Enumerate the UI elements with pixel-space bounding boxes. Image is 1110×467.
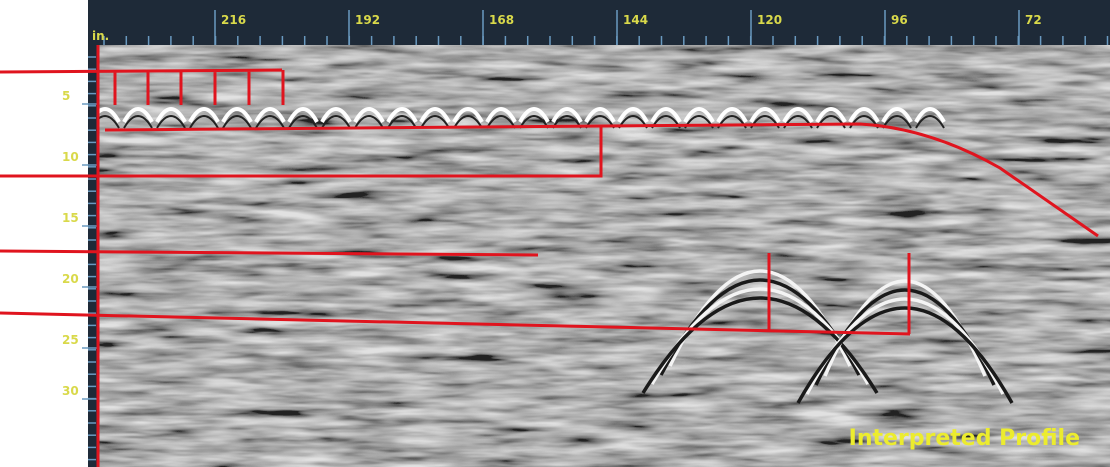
top-tick-label: 192 <box>355 13 380 27</box>
top-tick-label: 96 <box>891 13 908 27</box>
top-tick-label: 216 <box>221 13 246 27</box>
left-tick-label: 25 <box>62 333 79 347</box>
unit-label: in. <box>92 29 109 43</box>
top-tick-label: 120 <box>757 13 782 27</box>
left-tick-label: 20 <box>62 272 79 286</box>
top-tick-label: 168 <box>489 13 514 27</box>
top-tick-label: 144 <box>623 13 648 27</box>
left-tick-label: 5 <box>62 89 70 103</box>
left-tick-label: 30 <box>62 384 79 398</box>
left-tick-label: 10 <box>62 150 79 164</box>
top-tick-label: 72 <box>1025 13 1042 27</box>
left-tick-label: 15 <box>62 211 79 225</box>
radargram: in. Interpreted Profile 216 192 168 144 120 9… <box>0 0 1110 467</box>
caption: Interpreted Profile <box>849 426 1080 451</box>
